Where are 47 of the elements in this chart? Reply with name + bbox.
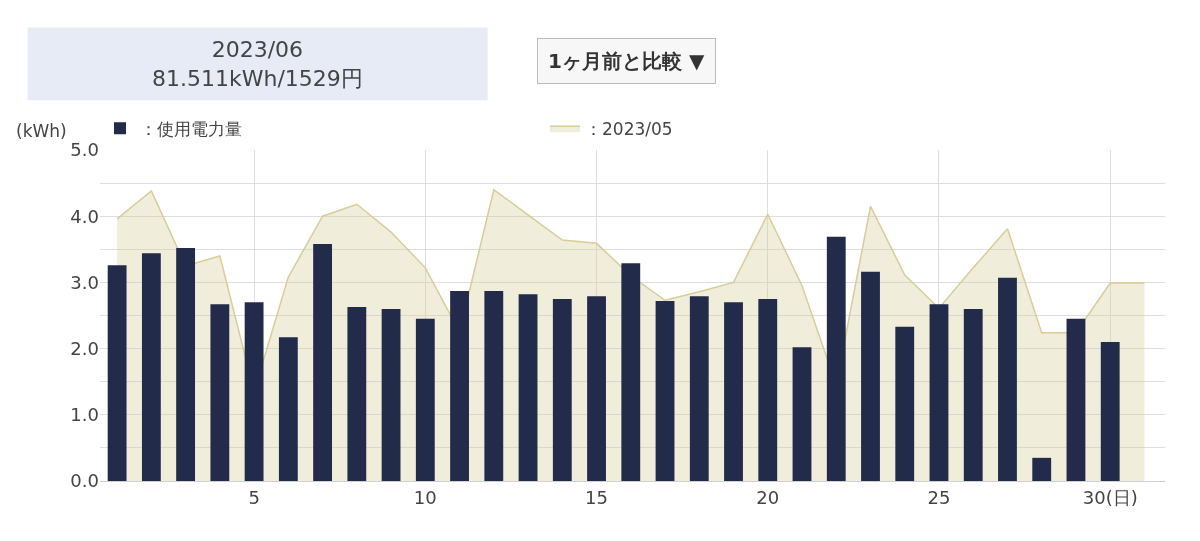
bar bbox=[518, 294, 538, 481]
bar bbox=[998, 277, 1017, 481]
x-tick-label: 10 bbox=[413, 486, 437, 508]
y-tick-label: 2.0 bbox=[70, 337, 99, 359]
bar bbox=[1066, 318, 1086, 481]
bar bbox=[278, 337, 298, 481]
x-tick-label: 30(日) bbox=[1082, 486, 1138, 508]
bar bbox=[826, 236, 846, 481]
y-axis-title: (kWh) bbox=[16, 121, 67, 141]
bar bbox=[587, 296, 606, 481]
bar bbox=[963, 308, 983, 481]
bar bbox=[141, 253, 161, 481]
bar bbox=[621, 263, 641, 481]
y-tick-label: 5.0 bbox=[70, 139, 99, 161]
y-tick-label: 3.0 bbox=[70, 271, 99, 293]
text: 1ヶ月前と比較 ▼ bbox=[548, 49, 705, 73]
bar bbox=[724, 302, 743, 481]
bar bbox=[450, 291, 469, 481]
bar bbox=[689, 296, 709, 481]
bar bbox=[1032, 457, 1052, 481]
chart-title: 2023/06 81.511kWh/1529円 bbox=[152, 37, 363, 91]
bar bbox=[484, 291, 504, 481]
bar bbox=[176, 247, 196, 481]
bar bbox=[1100, 341, 1120, 481]
bar bbox=[552, 298, 572, 481]
y-tick-label: 4.0 bbox=[70, 205, 99, 227]
y-tick-label: 0.0 bbox=[70, 470, 99, 492]
bar bbox=[792, 347, 812, 481]
legend-label: ：2023/05 bbox=[585, 118, 673, 139]
bar bbox=[244, 302, 264, 481]
x-tick-label: 15 bbox=[585, 486, 608, 508]
legend-label: ：使用電力量 bbox=[140, 118, 242, 139]
bar bbox=[929, 304, 949, 481]
y-tick-label: 1.0 bbox=[70, 404, 99, 426]
bar bbox=[895, 326, 915, 481]
bar bbox=[347, 306, 367, 481]
bar bbox=[210, 304, 230, 481]
bar bbox=[415, 318, 435, 481]
bar bbox=[381, 308, 401, 481]
x-tick-label: 25 bbox=[927, 486, 951, 508]
x-tick-label: 5 bbox=[248, 486, 260, 508]
bar bbox=[655, 300, 675, 481]
bar bbox=[861, 271, 880, 481]
bar bbox=[758, 298, 778, 481]
bar bbox=[107, 265, 127, 481]
x-tick-label: 20 bbox=[756, 486, 780, 508]
bar bbox=[313, 244, 333, 481]
